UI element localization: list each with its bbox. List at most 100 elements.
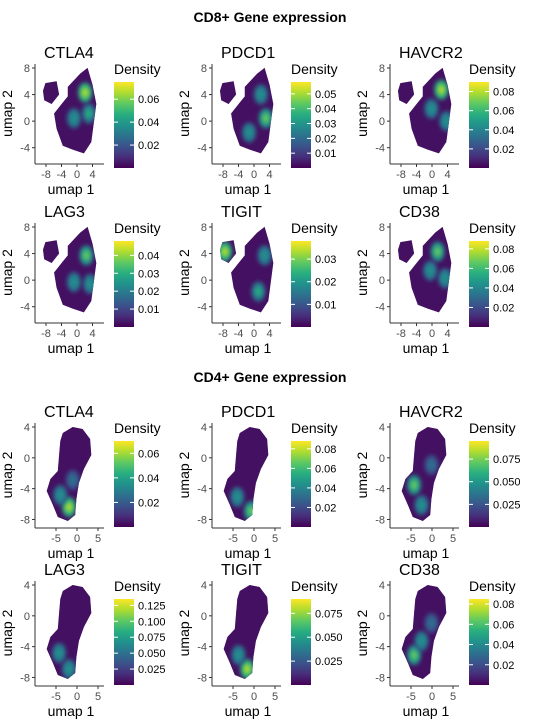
density-hotspots [401,427,447,521]
panel-title: HAVCR2 [399,45,463,62]
x-tick-label: 5 [450,533,456,545]
density-hotspot-core [70,277,78,287]
legend-colorbar [291,441,311,527]
density-hotspots [46,427,92,521]
legend-title: Density [114,420,161,436]
density-hotspots [220,67,274,154]
legend-colorbar [114,82,134,168]
y-tick-label: 4 [24,580,30,592]
density-hotspot-core [82,250,90,261]
y-tick-label: 4 [379,580,385,592]
y-axis-label: umap 2 [0,609,15,656]
legend-tick-label: 0.04 [138,473,159,485]
x-tick-label: -8 [41,328,51,340]
x-tick-label: 0 [429,533,435,545]
legend-tick-label: 0.08 [493,244,514,256]
y-tick-label: 0 [201,116,207,128]
legend-title: Density [291,578,338,594]
legend-tick-label: 0.04 [315,483,336,495]
legend-colorbar [291,599,311,685]
x-tick-label: 4 [266,169,272,181]
density-hotspots [223,427,269,521]
legend-tick-label: 0.03 [315,119,336,131]
y-tick-label: 0 [201,453,207,465]
legend-title: Density [114,578,161,594]
panel-title: LAG3 [44,204,85,221]
legend-tick-label: 0.02 [315,277,336,289]
density-hotspot-core [427,103,435,114]
legend-title: Density [291,220,338,236]
y-tick-label: -4 [375,642,385,654]
y-axis-label: umap 2 [0,90,15,137]
density-hotspot-core [65,664,73,674]
legend-tick-label: 0.04 [493,283,514,295]
x-tick-label: -8 [396,169,406,181]
legend-tick-label: 0.01 [138,304,159,316]
x-tick-label: -8 [218,169,228,181]
density-hotspot-core [85,108,93,119]
y-tick-label: 0 [379,116,385,128]
density-hotspot-core [426,265,434,276]
x-tick-label: 5 [450,691,456,703]
legend-tick-label: 0.050 [138,648,166,660]
y-tick-label: 0 [24,116,30,128]
y-tick-label: 8 [201,222,207,234]
density-hotspot-core [55,648,63,658]
y-tick-label: 8 [379,222,385,234]
panel-title: PDCD1 [221,45,275,62]
x-tick-label: 5 [95,533,101,545]
legend-tick-label: 0.04 [493,640,514,652]
y-tick-label: 0 [379,275,385,287]
x-tick-label: 5 [95,691,101,703]
y-tick-label: -4 [375,302,385,314]
y-tick-label: 0 [24,453,30,465]
y-tick-label: -8 [197,672,207,684]
x-tick-label: 0 [74,169,80,181]
x-tick-label: 0 [74,328,80,340]
legend-colorbar [114,599,134,685]
density-hotspots [46,585,92,679]
legend-title: Density [469,420,516,436]
density-hotspot-core [410,650,418,660]
legend-colorbar [469,241,489,327]
legend-tick-label: 0.01 [315,148,336,160]
cd8-section-title: CD8+ Gene expression [193,9,347,25]
y-tick-label: 4 [24,422,30,434]
y-tick-label: 4 [379,249,385,261]
density-hotspots [43,67,97,154]
y-tick-label: 8 [379,63,385,75]
panel-title: TIGIT [221,204,262,221]
legend-tick-label: 0.025 [138,664,166,676]
legend-title: Density [469,220,516,236]
x-axis-label: umap 1 [48,703,95,719]
density-hotspot-core [261,250,269,261]
density-hotspot-core [427,460,435,470]
y-axis-label: umap 2 [176,90,192,137]
y-tick-label: 4 [24,249,30,261]
legend-colorbar [114,241,134,327]
x-axis-label: umap 1 [48,181,95,197]
legend-tick-label: 0.075 [138,632,166,644]
x-axis-label: umap 1 [48,545,95,561]
legend-tick-label: 0.02 [315,502,336,514]
y-axis-label: umap 2 [0,249,15,296]
y-axis-label: umap 2 [354,90,370,137]
legend-colorbar [291,241,311,327]
density-hotspot-core [418,500,426,510]
legend-tick-label: 0.02 [315,133,336,145]
x-tick-label: 0 [74,533,80,545]
x-tick-label: -4 [234,169,244,181]
y-tick-label: -8 [20,672,30,684]
x-tick-label: -5 [51,691,61,703]
x-axis-label: umap 1 [403,340,450,356]
y-tick-label: -4 [197,484,207,496]
legend-tick-label: 0.04 [315,104,336,116]
y-tick-label: 0 [201,275,207,287]
